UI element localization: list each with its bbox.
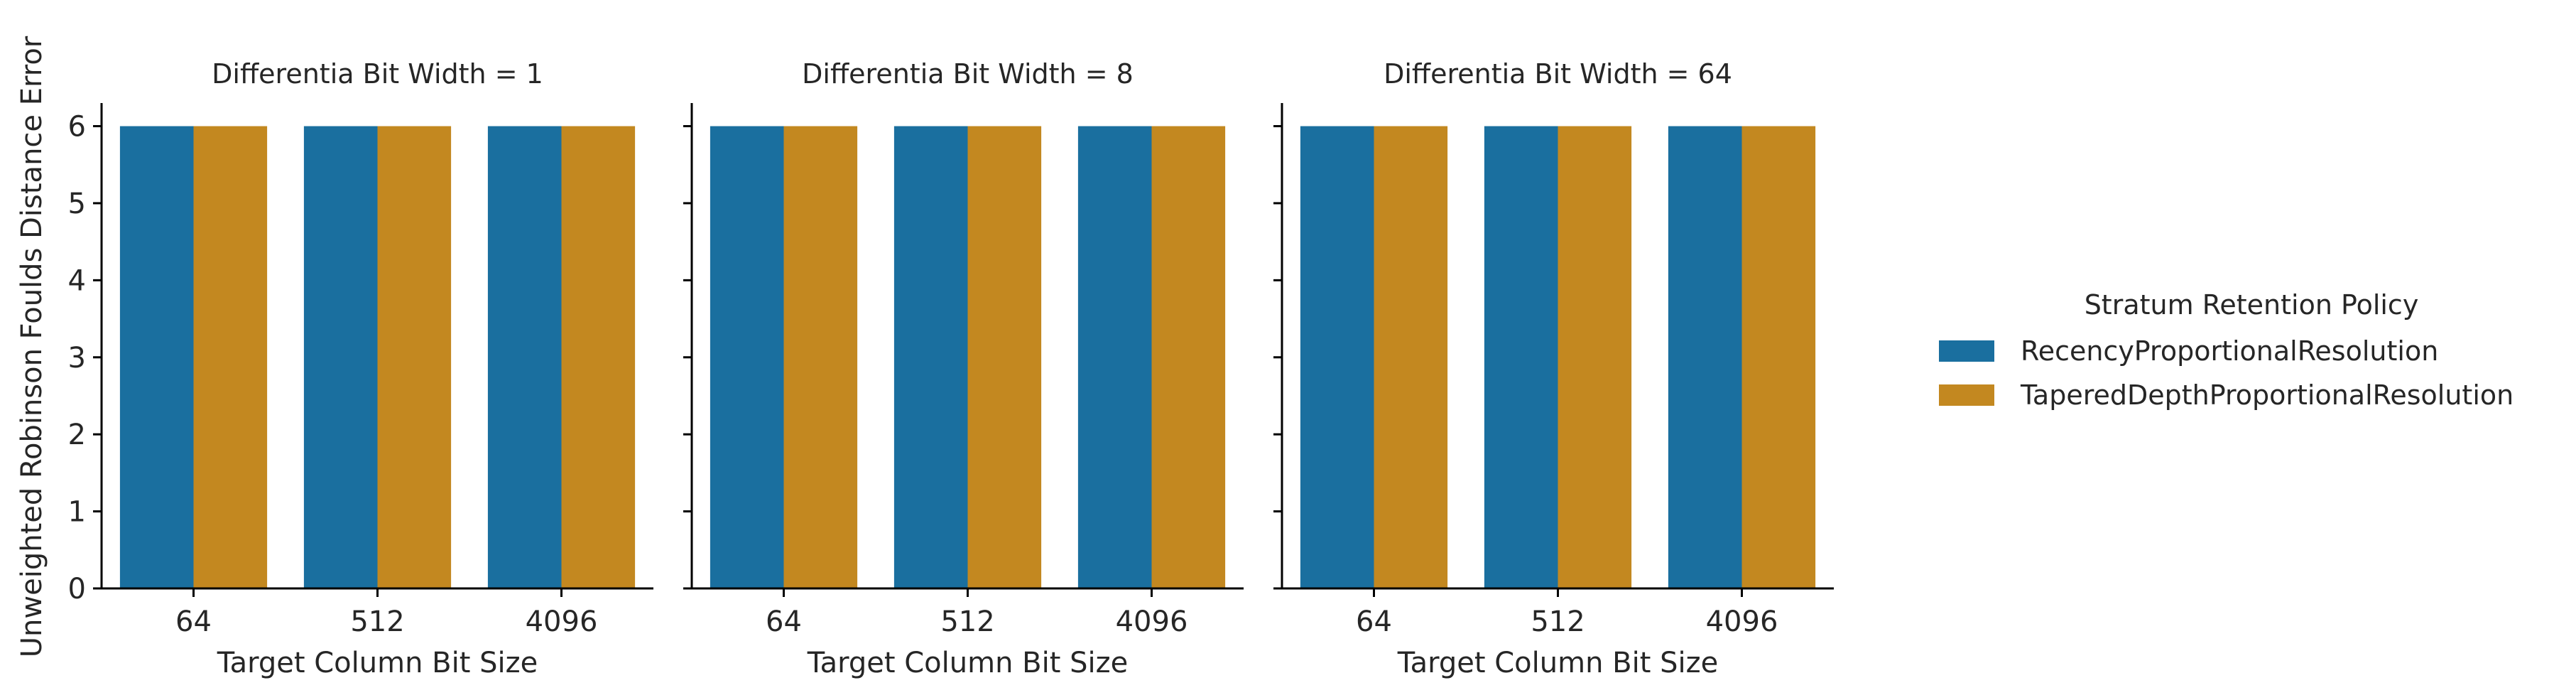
legend-title: Stratum Retention Policy — [2085, 289, 2419, 321]
bar-recencyproportionalresolution-512 — [1484, 126, 1558, 588]
x-tick-label: 512 — [1531, 605, 1585, 638]
panel-title: Differentia Bit Width = 8 — [802, 58, 1134, 90]
legend: Stratum Retention Policy RecencyProporti… — [1939, 289, 2513, 411]
y-tick-label: 1 — [68, 496, 86, 529]
x-tick-label: 512 — [940, 605, 994, 638]
y-tick-label: 2 — [68, 419, 86, 451]
panel-title: Differentia Bit Width = 64 — [1384, 58, 1732, 90]
bar-tapereddepthproportionalresolution-64 — [1374, 126, 1448, 588]
bar-tapereddepthproportionalresolution-512 — [1558, 126, 1632, 588]
bar-recencyproportionalresolution-512 — [303, 126, 378, 588]
panel-1: Differentia Bit Width = 1 0 1 2 3 4 5 6 64 512 409… — [68, 58, 653, 679]
bar-tapereddepthproportionalresolution-64 — [193, 126, 268, 588]
legend-swatch — [1939, 340, 1994, 362]
bar-tapereddepthproportionalresolution-4096 — [561, 126, 636, 588]
bar-tapereddepthproportionalresolution-512 — [967, 126, 1042, 588]
bar-recencyproportionalresolution-512 — [893, 126, 968, 588]
x-tick-label: 64 — [1356, 605, 1392, 638]
panel-2: Differentia Bit Width = 8 64 512 4096 Target… — [683, 58, 1244, 679]
bar-recencyproportionalresolution-4096 — [487, 126, 562, 588]
bar-recencyproportionalresolution-4096 — [1668, 126, 1742, 588]
bar-tapereddepthproportionalresolution-64 — [783, 126, 858, 588]
y-tick-label: 0 — [68, 573, 86, 605]
legend-label: TaperedDepthProportionalResolution — [2020, 379, 2513, 411]
bar-recencyproportionalresolution-64 — [119, 126, 194, 588]
bar-tapereddepthproportionalresolution-4096 — [1151, 126, 1226, 588]
legend-item: TaperedDepthProportionalResolution — [1939, 379, 2513, 411]
bar-tapereddepthproportionalresolution-512 — [377, 126, 452, 588]
y-tick-label: 6 — [68, 111, 86, 144]
y-tick-label: 3 — [68, 342, 86, 375]
x-tick-label: 64 — [175, 605, 212, 638]
y-axis-label: Unweighted Robinson Foulds Distance Erro… — [16, 36, 48, 657]
bar-recencyproportionalresolution-4096 — [1077, 126, 1152, 588]
x-axis-label: Target Column Bit Size — [217, 647, 538, 679]
x-tick-label: 512 — [350, 605, 404, 638]
panel-3: Differentia Bit Width = 64 64 512 4096 Targe… — [1273, 58, 1834, 679]
legend-label: RecencyProportionalResolution — [2021, 335, 2438, 367]
x-tick-label: 4096 — [526, 605, 598, 638]
x-axis-label: Target Column Bit Size — [1397, 647, 1718, 679]
legend-item: RecencyProportionalResolution — [1939, 335, 2438, 367]
x-tick-label: 4096 — [1116, 605, 1188, 638]
x-tick-label: 4096 — [1706, 605, 1778, 638]
x-axis-label: Target Column Bit Size — [807, 647, 1128, 679]
panels: Differentia Bit Width = 1 0 1 2 3 4 5 6 64 512 409… — [68, 58, 1834, 679]
y-tick-label: 5 — [68, 188, 86, 220]
bar-tapereddepthproportionalresolution-4096 — [1741, 126, 1816, 588]
bar-recencyproportionalresolution-64 — [1300, 126, 1374, 588]
y-tick-label: 4 — [68, 264, 86, 297]
bar-recencyproportionalresolution-64 — [710, 126, 784, 588]
legend-swatch — [1939, 384, 1994, 406]
panel-title: Differentia Bit Width = 1 — [212, 58, 543, 90]
x-tick-label: 64 — [766, 605, 802, 638]
